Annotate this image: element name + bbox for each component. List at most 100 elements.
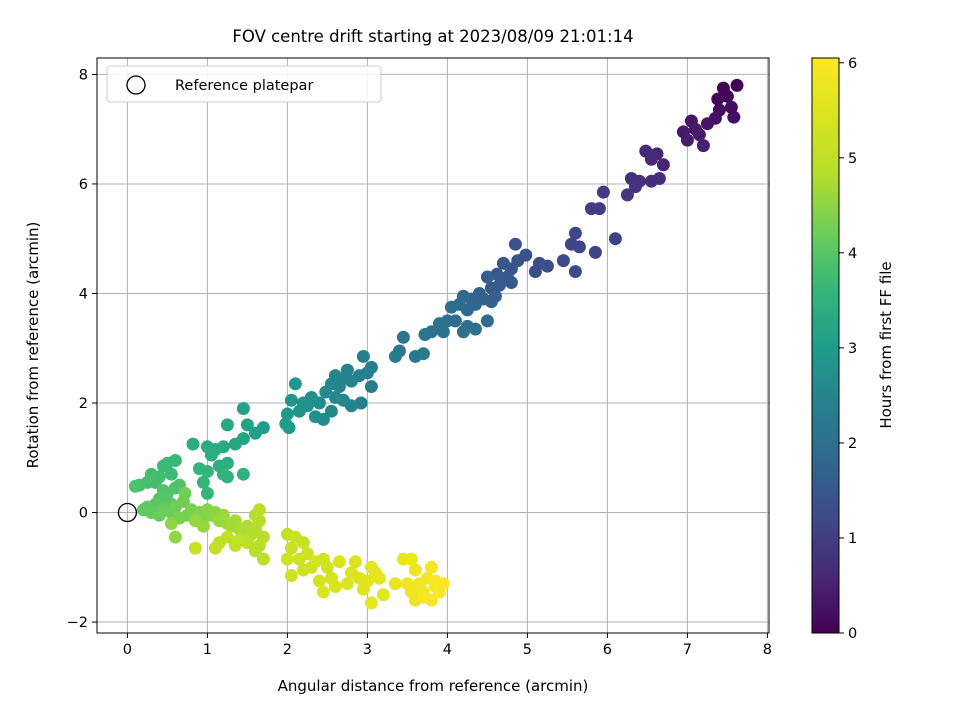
scatter-point <box>256 552 270 566</box>
scatter-point <box>568 265 582 279</box>
grid-lines <box>97 58 769 633</box>
scatter-point <box>404 552 418 566</box>
scatter-point <box>252 503 266 517</box>
colorbar-tick-label: 1 <box>848 531 857 547</box>
y-tick-label: 8 <box>79 67 88 83</box>
colorbar <box>811 57 840 634</box>
scatter-point <box>156 459 170 473</box>
scatter-point <box>724 100 738 114</box>
scatter-point <box>700 117 714 131</box>
scatter-point <box>424 560 438 574</box>
scatter-point <box>376 588 390 602</box>
scatter-point <box>284 541 298 555</box>
scatter-point <box>416 347 430 361</box>
y-tick-label: 0 <box>79 506 88 522</box>
scatter-point <box>196 475 210 489</box>
scatter-point <box>556 254 570 268</box>
scatter-point <box>416 590 430 604</box>
scatter-point <box>320 560 334 574</box>
scatter-point <box>164 516 178 530</box>
scatter-point <box>220 418 234 432</box>
colorbar-tick-label: 0 <box>848 626 857 642</box>
x-tick-label: 2 <box>283 642 292 658</box>
scatter-point <box>444 300 458 314</box>
scatter-point <box>279 417 293 431</box>
scatter-point <box>284 393 298 407</box>
colorbar-tick-label: 6 <box>848 56 857 72</box>
scatter-point <box>388 349 402 363</box>
scatter-point <box>588 245 602 259</box>
data-points <box>128 78 744 610</box>
colorbar-tick-label: 5 <box>848 151 857 167</box>
scatter-point <box>436 325 450 339</box>
scatter-point <box>620 188 634 202</box>
scatter-point <box>644 152 658 166</box>
scatter-point <box>711 92 725 106</box>
scatter-point <box>324 404 338 418</box>
scatter-point <box>727 110 741 124</box>
scatter-point <box>656 158 670 172</box>
legend-marker-icon <box>126 75 146 95</box>
scatter-point <box>692 128 706 142</box>
legend-box <box>106 65 382 103</box>
scatter-point <box>164 467 178 481</box>
scatter-point <box>178 486 192 500</box>
scatter-point <box>596 185 610 199</box>
scatter-point <box>456 325 470 339</box>
scatter-point <box>296 536 310 550</box>
scatter-point <box>228 437 242 451</box>
scatter-point <box>564 237 578 251</box>
scatter-point <box>328 391 342 405</box>
x-tick-label: 6 <box>603 642 612 658</box>
scatter-point <box>280 407 294 421</box>
scatter-point <box>300 547 314 561</box>
scatter-point <box>280 552 294 566</box>
scatter-point <box>292 404 306 418</box>
scatter-point <box>364 380 378 394</box>
colorbar-tick-label: 4 <box>848 246 857 262</box>
colorbar-tick-label: 3 <box>848 341 857 357</box>
scatter-point <box>364 596 378 610</box>
scatter-point <box>288 377 302 391</box>
scatter-point <box>608 232 622 246</box>
scatter-point <box>408 563 422 577</box>
scatter-point <box>332 555 346 569</box>
scatter-point <box>372 571 386 585</box>
scatter-point <box>216 467 230 481</box>
scatter-point <box>428 574 442 588</box>
scatter-point <box>568 226 582 240</box>
scatter-point <box>696 139 710 153</box>
x-tick-label: 4 <box>443 642 452 658</box>
legend: Reference platepar <box>106 65 382 103</box>
y-tick-label: 6 <box>79 177 88 193</box>
scatter-point <box>186 437 200 451</box>
scatter-point <box>644 174 658 188</box>
scatter-point <box>480 314 494 328</box>
scatter-point <box>204 448 218 462</box>
scatter-point <box>680 133 694 147</box>
scatter-point <box>208 541 222 555</box>
scatter-point <box>240 418 254 432</box>
scatter-point <box>480 270 494 284</box>
x-tick-label: 7 <box>683 642 692 658</box>
scatter-point <box>236 401 250 415</box>
legend-label: Reference platepar <box>175 78 313 94</box>
scatter-point <box>388 577 402 591</box>
colorbar-tick-label: 2 <box>848 436 857 452</box>
x-tick-label: 0 <box>123 642 132 658</box>
x-axis-label: Angular distance from reference (arcmin) <box>278 677 589 695</box>
scatter-point <box>396 330 410 344</box>
scatter-point <box>508 237 522 251</box>
x-tick-label: 5 <box>523 642 532 658</box>
scatter-point <box>348 555 362 569</box>
y-tick-label: 2 <box>79 396 88 412</box>
scatter-point <box>730 78 744 92</box>
scatter-point <box>360 574 374 588</box>
colorbar-ticks: 0 1 2 3 4 5 6 <box>839 56 857 642</box>
x-tick-label: 8 <box>763 642 772 658</box>
scatter-point <box>340 577 354 591</box>
scatter-point <box>168 530 182 544</box>
scatter-point <box>200 464 214 478</box>
